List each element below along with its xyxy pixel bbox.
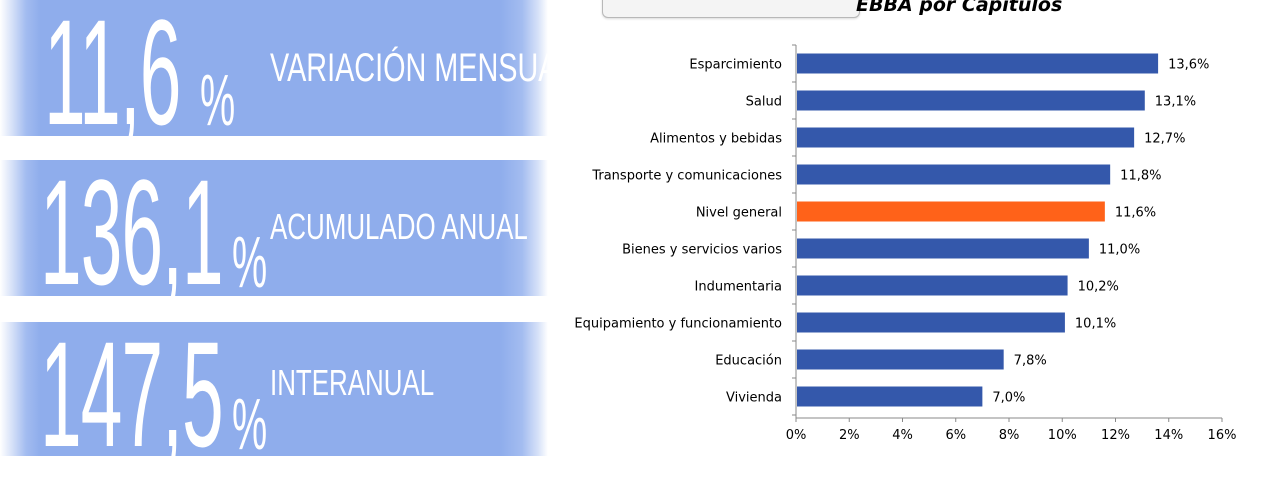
stat-value: 147,5 bbox=[40, 322, 224, 456]
x-tick-label: 16% bbox=[1208, 428, 1237, 443]
bar bbox=[797, 386, 983, 407]
category-label: Esparcimiento bbox=[689, 58, 782, 73]
bar bbox=[797, 312, 1065, 333]
bar-highlight bbox=[797, 201, 1105, 222]
value-label: 11,6% bbox=[1115, 206, 1156, 221]
value-label: 11,0% bbox=[1099, 243, 1140, 258]
bar bbox=[797, 275, 1068, 296]
bar bbox=[797, 90, 1145, 111]
value-label: 11,8% bbox=[1120, 169, 1161, 184]
x-tick-label: 12% bbox=[1101, 428, 1130, 443]
stat-unit: % bbox=[200, 61, 236, 136]
chart-title-overlay-box bbox=[602, 0, 860, 18]
x-tick-label: 6% bbox=[945, 428, 966, 443]
value-label: 10,2% bbox=[1078, 280, 1119, 295]
category-label: Nivel general bbox=[696, 206, 782, 221]
x-tick-label: 0% bbox=[786, 428, 807, 443]
stat-value: 136,1 bbox=[40, 160, 224, 296]
category-label: Alimentos y bebidas bbox=[650, 132, 782, 147]
category-label: Bienes y servicios varios bbox=[622, 243, 782, 258]
value-label: 13,6% bbox=[1168, 58, 1209, 73]
category-label: Equipamiento y funcionamiento bbox=[574, 317, 782, 332]
value-label: 7,8% bbox=[1014, 354, 1047, 369]
bar bbox=[797, 53, 1159, 74]
stat-value: 11,6 bbox=[44, 0, 181, 136]
stat-label: ACUMULADO ANUAL bbox=[270, 206, 528, 247]
x-tick-label: 10% bbox=[1048, 428, 1077, 443]
category-label: Transporte y comunicaciones bbox=[591, 169, 782, 184]
stat-unit: % bbox=[232, 385, 268, 456]
stat-monthly-variation: 11,6 % VARIACIÓN MENSUAL bbox=[0, 0, 548, 136]
chart-axes bbox=[792, 44, 1223, 422]
stat-interannual: 147,5 % INTERANUAL bbox=[0, 322, 548, 456]
stat-unit: % bbox=[232, 223, 268, 296]
bar bbox=[797, 127, 1135, 148]
category-label: Educación bbox=[715, 354, 782, 369]
category-label: Vivienda bbox=[726, 391, 782, 406]
stat-label: INTERANUAL bbox=[270, 362, 435, 403]
value-label: 7,0% bbox=[992, 391, 1025, 406]
x-tick-label: 2% bbox=[839, 428, 860, 443]
bar bbox=[797, 238, 1089, 259]
category-label: Indumentaria bbox=[695, 280, 782, 295]
bar bbox=[797, 164, 1111, 185]
value-label: 10,1% bbox=[1075, 317, 1116, 332]
category-label: Salud bbox=[746, 95, 782, 110]
chart-labels: 0% 2% 4% 6% 8% 10% 12% 14% 16% Esparcimiento 13,6%… bbox=[574, 58, 1236, 444]
bar bbox=[797, 349, 1004, 370]
value-label: 13,1% bbox=[1155, 95, 1196, 110]
x-tick-label: 4% bbox=[892, 428, 913, 443]
x-tick-label: 14% bbox=[1154, 428, 1183, 443]
chart-title: EBBA por Capítulos bbox=[856, 0, 1063, 16]
x-tick-label: 8% bbox=[999, 428, 1020, 443]
stat-annual-accumulated: 136,1 % ACUMULADO ANUAL bbox=[0, 160, 548, 296]
value-label: 12,7% bbox=[1144, 132, 1185, 147]
chart-bars bbox=[797, 53, 1159, 407]
stat-label: VARIACIÓN MENSUAL bbox=[270, 46, 548, 90]
